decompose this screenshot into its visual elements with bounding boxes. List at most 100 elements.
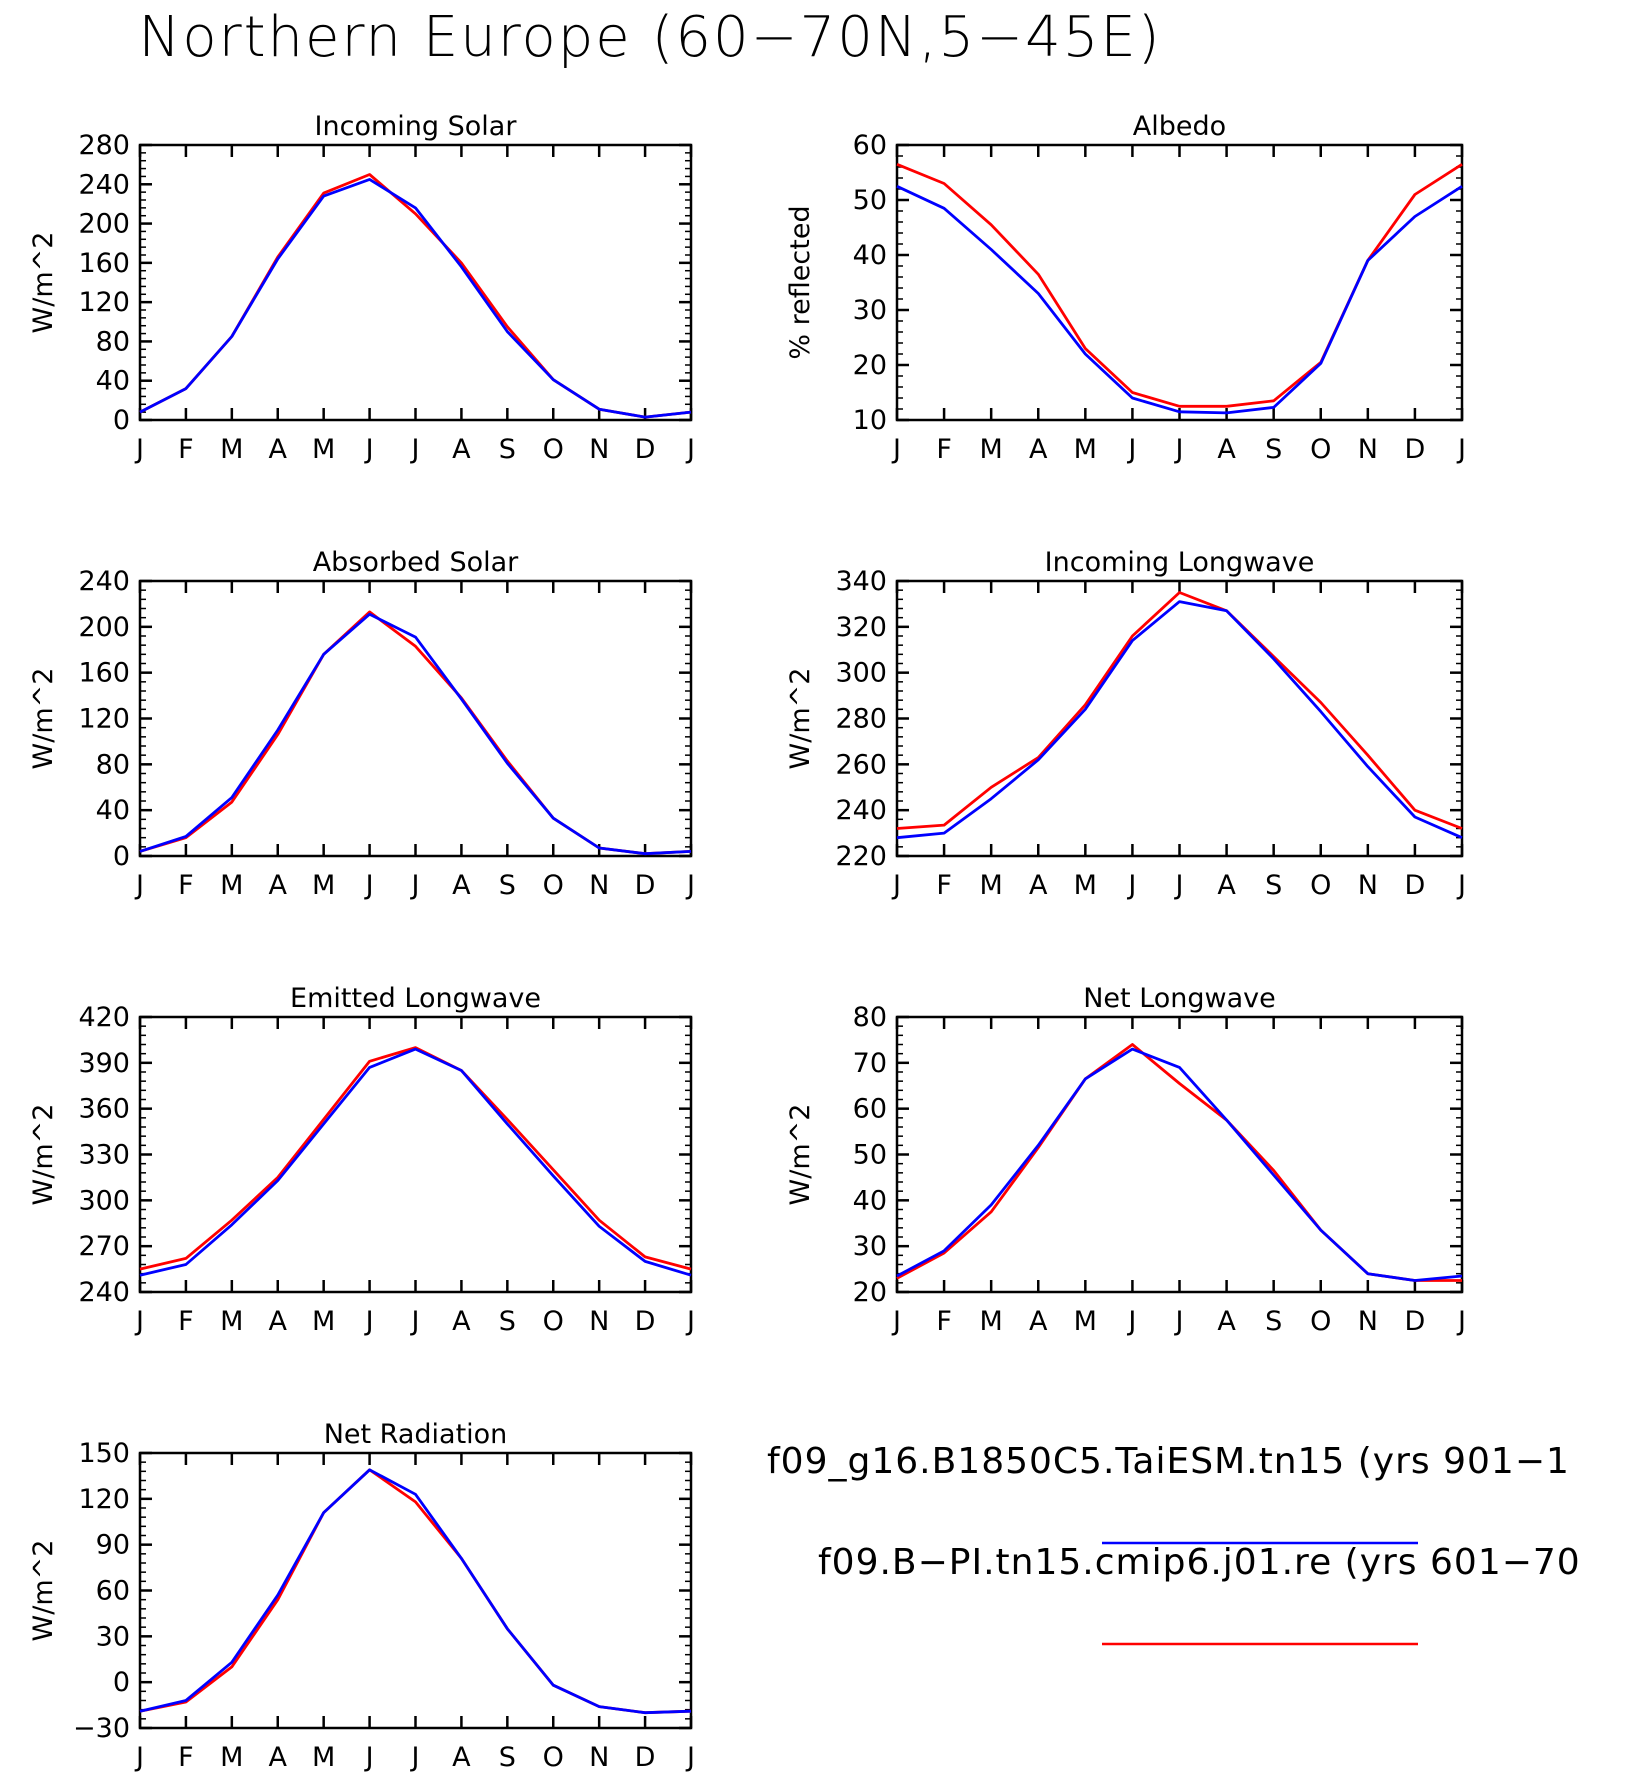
y-tick-label: 40 xyxy=(96,366,130,397)
x-tick-label: J xyxy=(1126,434,1136,465)
y-tick-label: 0 xyxy=(113,405,130,436)
x-tick-label: F xyxy=(936,1306,952,1337)
x-tick-label: D xyxy=(1405,870,1426,901)
panel-title: Net Radiation xyxy=(324,1419,508,1450)
x-tick-label: D xyxy=(635,1306,656,1337)
series-line-blue xyxy=(896,185,1463,415)
x-tick-label: J xyxy=(134,1742,144,1773)
series-line-red xyxy=(896,591,1463,830)
series-line-red xyxy=(896,163,1463,408)
x-tick-label: J xyxy=(891,1306,901,1337)
plot-frame xyxy=(895,143,1464,422)
x-tick-label: J xyxy=(685,434,695,465)
y-tick-label: 30 xyxy=(853,1231,887,1262)
y-axis-label: % reflected xyxy=(785,205,816,359)
x-tick-label: J xyxy=(891,434,901,465)
x-tick-label: A xyxy=(1217,1306,1236,1337)
x-tick-label: F xyxy=(178,870,194,901)
series-line-red xyxy=(139,173,692,419)
panel-title: Incoming Longwave xyxy=(1045,547,1315,578)
x-tick-label: D xyxy=(635,870,656,901)
x-tick-label: J xyxy=(410,1306,420,1337)
x-tick-label: J xyxy=(685,1306,695,1337)
x-tick-label: A xyxy=(269,870,288,901)
series-line-blue xyxy=(139,177,692,419)
x-tick-label: F xyxy=(936,434,952,465)
x-tick-label: A xyxy=(1029,870,1048,901)
y-tick-label: 80 xyxy=(96,326,130,357)
x-tick-label: A xyxy=(1217,870,1236,901)
y-axis-label: W/m^2 xyxy=(28,1104,59,1206)
x-tick-label: N xyxy=(1358,870,1378,901)
x-tick-label: D xyxy=(635,434,656,465)
x-tick-label: A xyxy=(452,1742,471,1773)
x-tick-label: O xyxy=(1310,1306,1331,1337)
y-tick-label: 260 xyxy=(835,749,887,780)
x-tick-label: J xyxy=(410,870,420,901)
y-tick-label: 300 xyxy=(835,658,887,689)
panel-title: Emitted Longwave xyxy=(290,983,541,1014)
y-axis-label: W/m^2 xyxy=(28,232,59,334)
y-tick-label: 300 xyxy=(78,1185,130,1216)
x-tick-label: O xyxy=(1310,434,1331,465)
x-tick-label: F xyxy=(178,434,194,465)
x-tick-label: D xyxy=(635,1742,656,1773)
panel-title: Absorbed Solar xyxy=(313,547,519,578)
x-tick-label: A xyxy=(1029,434,1048,465)
x-tick-label: M xyxy=(220,1742,243,1773)
y-tick-label: 120 xyxy=(78,287,130,318)
x-tick-label: N xyxy=(589,1306,609,1337)
x-tick-label: S xyxy=(499,870,516,901)
plot-frame xyxy=(138,143,693,422)
y-tick-label: 270 xyxy=(78,1231,130,1262)
y-tick-label: 80 xyxy=(96,749,130,780)
y-tick-label: 330 xyxy=(78,1140,130,1171)
x-tick-label: M xyxy=(980,870,1003,901)
y-tick-label: 240 xyxy=(78,566,130,597)
x-tick-label: J xyxy=(364,870,374,901)
x-tick-label: F xyxy=(178,1306,194,1337)
series-line-red xyxy=(896,1043,1462,1282)
series-line-blue xyxy=(896,600,1463,840)
x-tick-label: D xyxy=(1405,1306,1426,1337)
series-line-blue xyxy=(896,1047,1463,1282)
x-tick-label: S xyxy=(1265,1306,1282,1337)
y-tick-label: 420 xyxy=(78,1002,130,1033)
x-tick-label: J xyxy=(410,434,420,465)
y-tick-label: 240 xyxy=(78,1277,130,1308)
legend: f09_g16.B1850C5.TaiESM.tn15 (yrs 901−1 f… xyxy=(767,1441,1581,1646)
y-tick-label: 60 xyxy=(96,1576,130,1607)
y-tick-label: 0 xyxy=(113,841,130,872)
x-tick-label: A xyxy=(452,870,471,901)
y-tick-label: 120 xyxy=(78,1484,130,1515)
x-tick-label: J xyxy=(1174,434,1184,465)
x-tick-label: O xyxy=(543,1742,564,1773)
legend-label-red: f09.B−PI.tn15.cmip6.j01.re (yrs 601−70 xyxy=(818,1542,1581,1583)
y-tick-label: 90 xyxy=(96,1530,130,1561)
plot-frame xyxy=(895,1015,1464,1294)
x-tick-label: O xyxy=(543,434,564,465)
x-tick-label: M xyxy=(980,434,1003,465)
y-tick-label: 220 xyxy=(835,841,887,872)
x-tick-label: O xyxy=(543,870,564,901)
y-tick-label: 20 xyxy=(853,1277,887,1308)
x-tick-label: J xyxy=(364,1306,374,1337)
plot-frame xyxy=(895,579,1464,858)
x-tick-label: A xyxy=(1217,434,1236,465)
y-tick-label: 160 xyxy=(78,248,130,279)
y-tick-label: 280 xyxy=(835,704,887,735)
y-tick-label: 60 xyxy=(853,130,887,161)
x-tick-label: J xyxy=(685,870,695,901)
y-tick-label: 0 xyxy=(113,1667,130,1698)
y-tick-label: 30 xyxy=(853,295,887,326)
x-tick-label: A xyxy=(452,434,471,465)
y-tick-label: 150 xyxy=(78,1438,130,1469)
x-tick-label: N xyxy=(589,1742,609,1773)
x-tick-label: N xyxy=(589,434,609,465)
x-tick-label: M xyxy=(312,870,335,901)
x-tick-label: F xyxy=(936,870,952,901)
